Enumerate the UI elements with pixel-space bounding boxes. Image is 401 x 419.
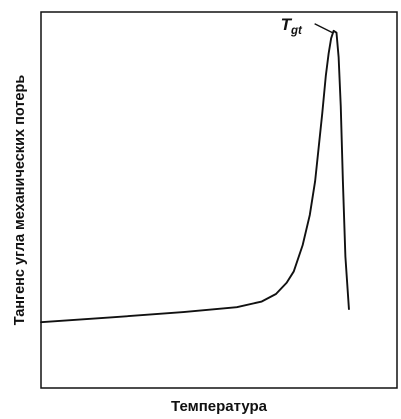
annotation-label-0: Tgt: [281, 15, 303, 37]
plot-frame: [40, 11, 398, 389]
y-axis-label: Тангенс угла механических потерь: [12, 75, 28, 326]
x-axis-label: Температура: [171, 398, 268, 415]
annotation-layer: Tgt: [281, 15, 333, 37]
annotation-leader-0: [314, 23, 333, 34]
series-layer: [40, 29, 350, 324]
series-line-0: [40, 29, 350, 324]
